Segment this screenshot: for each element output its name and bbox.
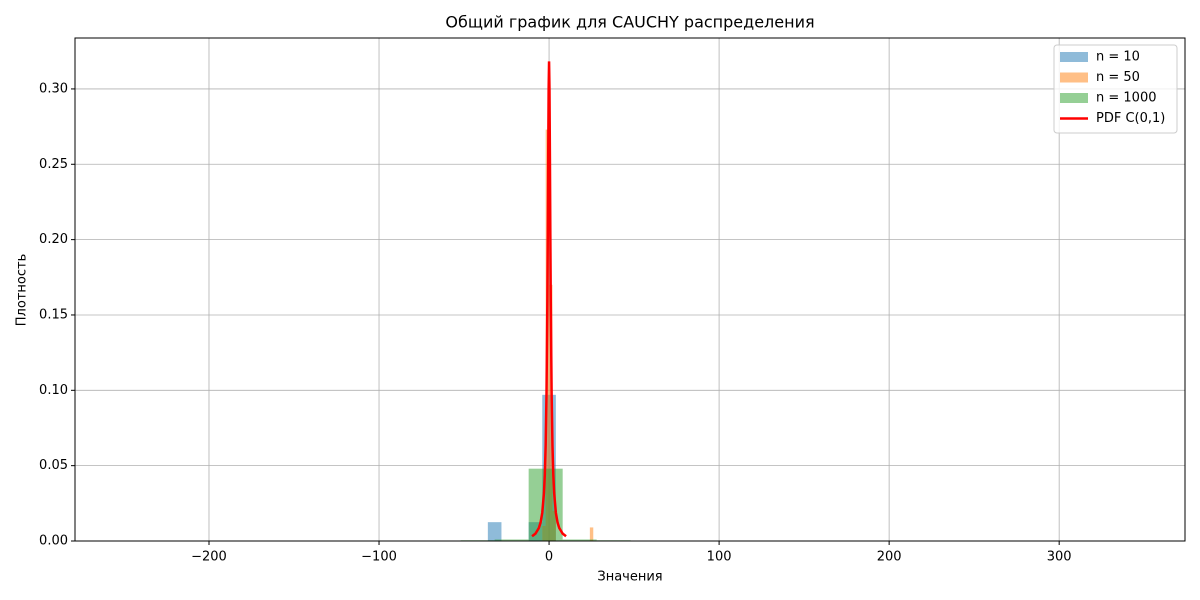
x-tick-label: −200 xyxy=(191,550,227,565)
y-tick-label: 0.15 xyxy=(39,307,68,322)
axes-frame xyxy=(74,37,1186,542)
legend-label: PDF C(0,1) xyxy=(1096,111,1165,126)
legend-patch xyxy=(1060,52,1088,62)
x-axis-label: Значения xyxy=(597,570,662,585)
histogram-bar xyxy=(589,527,594,541)
histogram-bar xyxy=(562,539,597,541)
y-tick-label: 0.00 xyxy=(39,534,68,549)
legend-label: n = 10 xyxy=(1096,50,1140,65)
pdf-line xyxy=(531,61,567,538)
x-tick-label: 0 xyxy=(545,550,553,565)
histogram-bar xyxy=(487,522,502,541)
legend-label: n = 1000 xyxy=(1096,91,1156,106)
x-tick-label: −100 xyxy=(361,550,397,565)
y-tick-label: 0.20 xyxy=(39,232,68,247)
chart-title: Общий график для CAUCHY распределения xyxy=(445,13,814,32)
x-tick-label: 100 xyxy=(707,550,732,565)
legend-label: n = 50 xyxy=(1096,70,1140,85)
y-tick-label: 0.25 xyxy=(39,157,68,172)
y-tick-label: 0.30 xyxy=(39,81,68,96)
y-axis-label: Плотность xyxy=(15,254,30,326)
x-tick-label: 200 xyxy=(877,550,902,565)
x-tick-label: 300 xyxy=(1047,550,1072,565)
y-tick-label: 0.05 xyxy=(39,458,68,473)
legend-patch xyxy=(1060,93,1088,103)
legend-box xyxy=(1053,44,1178,134)
histogram-bar xyxy=(494,539,529,541)
y-tick-label: 0.10 xyxy=(39,383,68,398)
legend-patch xyxy=(1060,72,1088,83)
